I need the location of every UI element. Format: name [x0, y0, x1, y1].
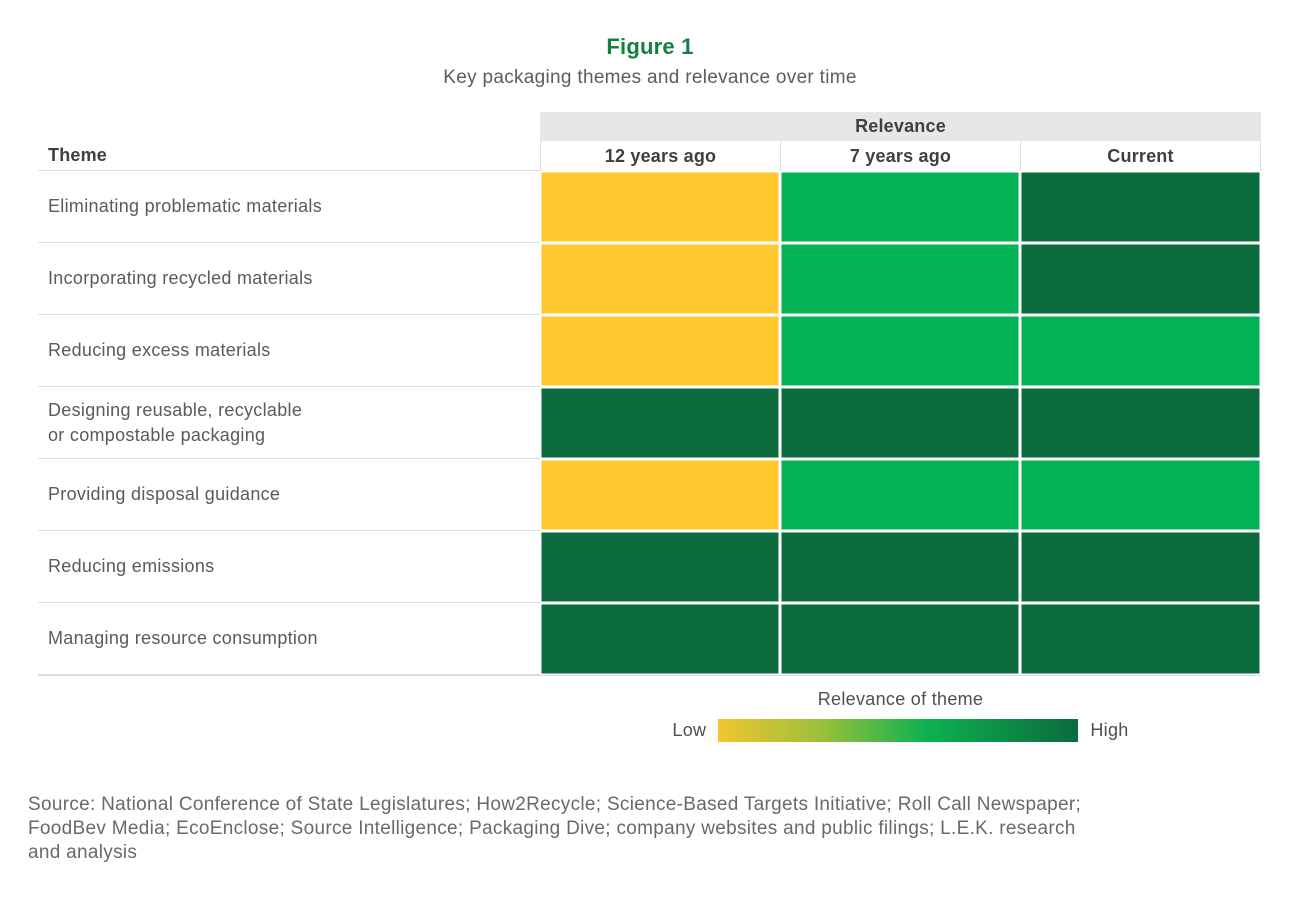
heatmap-cell-high — [1020, 243, 1261, 315]
column-header-current: Current — [1020, 141, 1261, 171]
heatmap-cell-high — [780, 531, 1020, 603]
heatmap-cell-high — [1020, 171, 1261, 243]
heatmap-cell-low — [540, 171, 780, 243]
theme-label: Designing reusable, recyclable or compos… — [38, 387, 540, 459]
heatmap-cell-high — [540, 603, 780, 675]
theme-label: Eliminating problematic materials — [38, 171, 540, 243]
heatmap-cell-high — [780, 387, 1020, 459]
column-header-12-years-ago: 12 years ago — [540, 141, 780, 171]
theme-label: Reducing emissions — [38, 531, 540, 603]
figure-title: Key packaging themes and relevance over … — [443, 67, 857, 88]
legend-gradient-bar — [718, 719, 1079, 742]
legend-title: Relevance of theme — [817, 689, 984, 709]
heatmap-cell-low — [540, 459, 780, 531]
heatmap-cell-high — [1020, 603, 1261, 675]
table-corner-spacer — [38, 112, 540, 141]
legend: Relevance of theme Low High — [540, 689, 1261, 742]
heatmap-cell-high — [1020, 531, 1261, 603]
legend-high-label: High — [1090, 720, 1129, 740]
heatmap-cell-high — [540, 531, 780, 603]
theme-label: Managing resource consumption — [38, 603, 540, 675]
theme-column-header: Theme — [38, 141, 540, 171]
theme-label: Incorporating recycled materials — [38, 243, 540, 315]
theme-label: Reducing excess materials — [38, 315, 540, 387]
heatmap-cell-high — [1020, 387, 1261, 459]
heatmap-cell-medium — [780, 243, 1020, 315]
heatmap-cell-low — [540, 315, 780, 387]
heatmap-cell-low — [540, 243, 780, 315]
legend-low-label: Low — [672, 720, 707, 740]
figure-label: Figure 1 — [606, 34, 694, 59]
heatmap-cell-medium — [1020, 315, 1261, 387]
heatmap-cell-high — [780, 603, 1020, 675]
heatmap-cell-medium — [780, 459, 1020, 531]
heatmap-cell-medium — [780, 315, 1020, 387]
theme-label: Providing disposal guidance — [38, 459, 540, 531]
heatmap-cell-high — [540, 387, 780, 459]
column-header-7-years-ago: 7 years ago — [780, 141, 1020, 171]
source-note: Source: National Conference of State Leg… — [28, 794, 1082, 864]
heatmap-table: Relevance Theme 12 years ago 7 years ago… — [38, 112, 1261, 676]
heatmap-cell-medium — [1020, 459, 1261, 531]
relevance-header: Relevance — [540, 112, 1261, 141]
heatmap-cell-medium — [780, 171, 1020, 243]
